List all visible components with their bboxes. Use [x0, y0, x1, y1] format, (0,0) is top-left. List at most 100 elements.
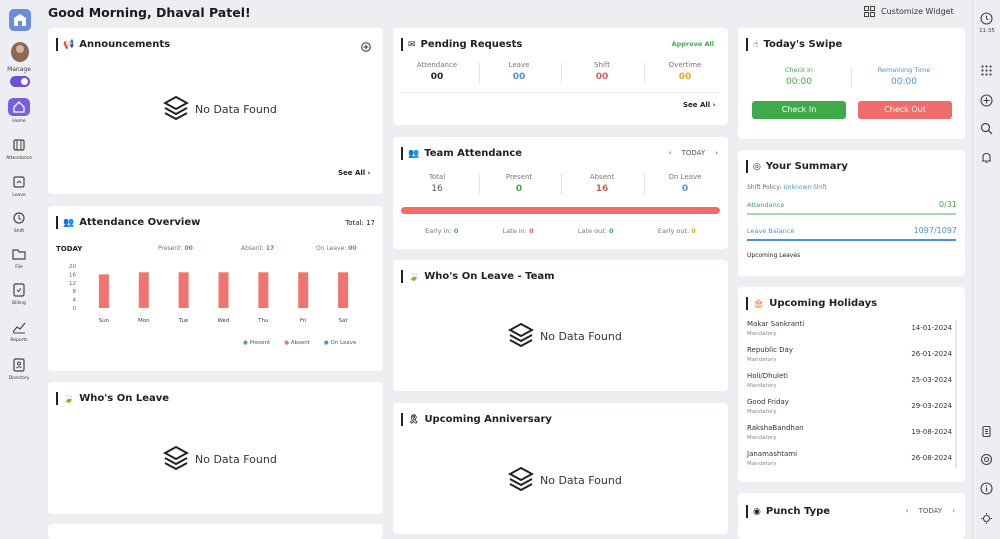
today-button[interactable]: TODAY — [918, 507, 943, 515]
holiday-name: Good Friday — [747, 398, 789, 406]
bar-absent[interactable] — [298, 272, 309, 308]
stat-attendance[interactable]: Attendance 00 — [416, 61, 458, 82]
theme-icon[interactable] — [980, 512, 993, 525]
stat-overtime[interactable]: Overtime 00 — [668, 61, 702, 82]
holiday-row: Janamashtami Mandatory 26-08-2024 — [747, 450, 952, 476]
holiday-row: RakshaBandhan Mandatory 19-08-2024 — [747, 424, 952, 450]
no-data-label: No Data Found — [195, 102, 277, 116]
no-data: No Data Found — [508, 466, 622, 494]
holiday-date: 25-03-2024 — [911, 376, 952, 384]
holiday-row: Makar Sankranti Mandatory 14-01-2024 — [747, 320, 952, 346]
sidebar-item-label: Shift — [13, 229, 25, 234]
sidebar-item-file[interactable]: File — [2, 246, 36, 270]
sidebar-item-directory[interactable]: Directory — [2, 357, 36, 381]
bar-absent[interactable] — [138, 272, 149, 308]
ribbon-icon: 🎗 — [408, 414, 420, 425]
holiday-row: Republic Day Mandatory 26-01-2024 — [747, 346, 952, 372]
announcements-card: 📢 Announcements No Data Found See All › — [48, 28, 383, 194]
document-icon[interactable] — [980, 425, 993, 438]
holiday-type: Mandatory — [747, 409, 777, 415]
sidebar-item-home[interactable]: Home — [2, 98, 36, 124]
stat-shift[interactable]: Shift 00 — [594, 61, 610, 82]
bar-absent[interactable] — [338, 272, 349, 308]
app-logo-icon[interactable] — [8, 8, 32, 32]
upcoming-holidays-card: 🎂 Upcoming Holidays Makar Sankranti Mandat… — [738, 287, 965, 482]
sidebar-item-attendance[interactable]: Attendance — [2, 137, 36, 161]
search-icon[interactable] — [980, 122, 993, 135]
approve-all-button[interactable]: Approve All — [671, 40, 714, 48]
holiday-list: Makar Sankranti Mandatory 14-01-2024 Republ… — [747, 320, 952, 476]
holiday-type: Mandatory — [747, 383, 777, 389]
legend-onleave: ● On Leave — [323, 340, 357, 346]
prev-day-button[interactable]: ‹ — [668, 149, 672, 157]
x-tick-label: Thu — [257, 318, 268, 324]
early-in: Early in: 0 — [425, 227, 459, 235]
manage-label: Manage — [7, 66, 31, 73]
holiday-date: 26-01-2024 — [911, 350, 952, 358]
customize-widget-button[interactable]: Customize Widget — [864, 6, 954, 17]
prev-day-button[interactable]: ‹ — [905, 507, 909, 515]
info-icon[interactable] — [980, 482, 993, 495]
stat-leave[interactable]: Leave 00 — [508, 61, 530, 82]
card-title: Your Summary — [765, 161, 848, 172]
reports-icon — [12, 322, 26, 334]
bar-absent[interactable] — [218, 272, 229, 308]
leaf-icon: 🍃 — [408, 271, 420, 282]
sidebar-item-label: Directory — [8, 376, 30, 381]
no-data: No Data Found — [508, 322, 622, 350]
leave-balance-value: 1097/1097 — [913, 226, 957, 235]
y-tick-label: 16 — [69, 272, 76, 278]
punch-type-card: ◉ Punch Type ‹ TODAY › — [738, 493, 965, 539]
megaphone-icon: 📢 — [63, 39, 75, 50]
today-label: TODAY — [56, 245, 83, 253]
pending-requests-card: ✉ Pending Requests Approve All Attendance… — [393, 28, 728, 125]
upcoming-leaves-label: Upcoming Leaves — [747, 252, 801, 259]
billing-icon — [13, 283, 25, 297]
no-data: No Data Found — [163, 445, 277, 473]
next-day-button[interactable]: › — [952, 507, 955, 515]
holiday-name: RakshaBandhan — [747, 424, 804, 432]
card-title: Announcements — [79, 39, 171, 50]
card-title: Who's On Leave — [79, 393, 170, 404]
bar-absent[interactable] — [258, 272, 269, 308]
today-button[interactable]: TODAY — [681, 149, 706, 157]
card-title: Upcoming Anniversary — [424, 414, 552, 425]
holiday-scrollbar[interactable] — [955, 320, 957, 468]
holiday-date: 29-03-2024 — [911, 402, 952, 410]
bar-absent[interactable] — [98, 274, 109, 308]
sidebar-item-reports[interactable]: Reports — [2, 319, 36, 343]
clock-icon[interactable] — [980, 12, 993, 25]
see-all-link[interactable]: See All › — [683, 101, 716, 109]
date-navigator: ‹ TODAY › — [669, 149, 718, 157]
holiday-type: Mandatory — [747, 357, 777, 363]
holiday-type: Mandatory — [747, 435, 777, 441]
next-day-button[interactable]: › — [715, 149, 718, 157]
sidebar-item-leave[interactable]: Leave — [2, 174, 36, 198]
settings-icon[interactable] — [980, 453, 993, 466]
add-announcement-icon[interactable] — [361, 42, 371, 52]
avatar[interactable] — [11, 42, 29, 62]
bell-icon[interactable] — [980, 151, 993, 164]
x-tick-label: Fri — [300, 318, 307, 324]
home-icon — [13, 101, 25, 113]
sidebar-item-shift[interactable]: Shift — [2, 210, 36, 234]
date-navigator: ‹ TODAY › — [906, 507, 955, 515]
x-tick-label: Sat — [339, 318, 349, 324]
stat-present: Present 0 — [505, 173, 533, 194]
punctuality-row: Early in: 0 Late in: 0 Late out: 0 Early… — [403, 227, 718, 235]
sidebar-item-billing[interactable]: Billing — [2, 282, 36, 306]
see-all-link[interactable]: See All › — [338, 169, 371, 177]
stat-onleave: On Leave 0 — [668, 173, 702, 194]
check-out-button[interactable]: Check Out — [858, 101, 952, 119]
card-title: Team Attendance — [424, 148, 523, 159]
check-in-button[interactable]: Check In — [752, 101, 846, 119]
clock-time: 11:35 — [979, 28, 995, 34]
layers-icon — [508, 322, 534, 348]
absent-summary: Absent: 17 — [241, 245, 275, 252]
holiday-type: Mandatory — [747, 331, 777, 337]
y-tick-label: 4 — [73, 298, 77, 304]
apps-grid-icon[interactable] — [980, 64, 993, 77]
bar-absent[interactable] — [178, 272, 189, 308]
manage-toggle[interactable] — [10, 76, 30, 87]
add-circle-icon[interactable] — [980, 94, 993, 107]
